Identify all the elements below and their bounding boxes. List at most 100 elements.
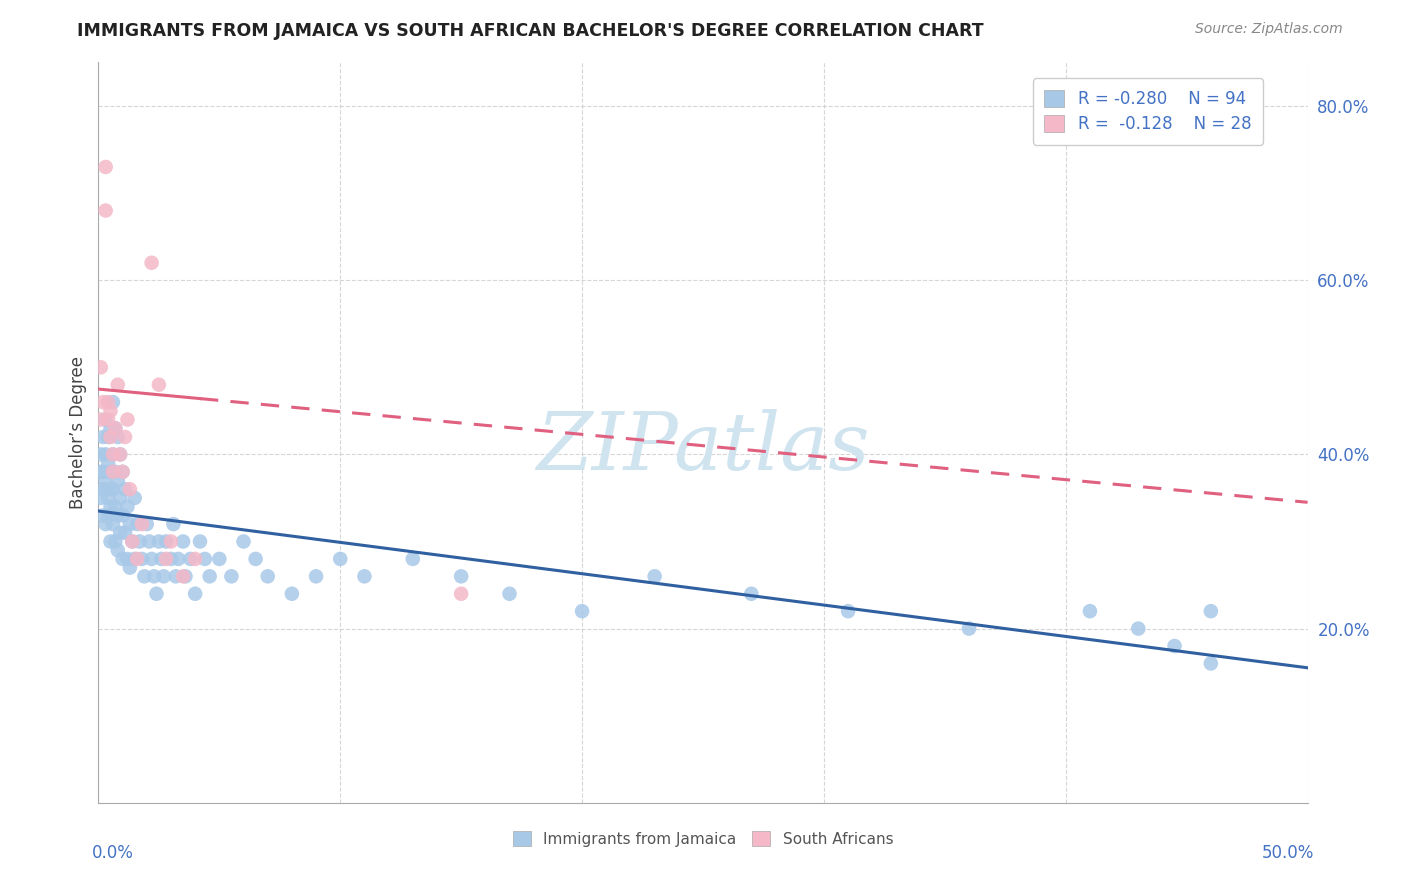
Point: [167, 552, 190, 566]
Point: [184, 552, 207, 566]
Point: [101, 517, 124, 532]
Point: [91, 482, 114, 496]
Point: [131, 552, 153, 566]
Point: [94, 160, 117, 174]
Point: [571, 604, 593, 618]
Point: [124, 491, 146, 505]
Point: [104, 465, 127, 479]
Point: [245, 552, 267, 566]
Point: [121, 534, 143, 549]
Text: IMMIGRANTS FROM JAMAICA VS SOUTH AFRICAN BACHELOR'S DEGREE CORRELATION CHART: IMMIGRANTS FROM JAMAICA VS SOUTH AFRICAN…: [77, 22, 984, 40]
Point: [97, 395, 120, 409]
Point: [111, 465, 134, 479]
Point: [100, 500, 122, 514]
Point: [90, 447, 112, 461]
Point: [100, 482, 122, 496]
Point: [101, 447, 124, 461]
Point: [108, 525, 131, 540]
Point: [305, 569, 328, 583]
Point: [329, 552, 352, 566]
Point: [160, 552, 183, 566]
Point: [97, 508, 120, 523]
Point: [141, 256, 163, 270]
Point: [127, 517, 149, 532]
Point: [152, 569, 174, 583]
Point: [450, 569, 472, 583]
Point: [160, 534, 183, 549]
Point: [1199, 657, 1222, 671]
Text: ZIPatlas: ZIPatlas: [536, 409, 870, 486]
Point: [104, 534, 127, 549]
Point: [134, 569, 156, 583]
Point: [100, 421, 122, 435]
Point: [117, 552, 139, 566]
Point: [108, 491, 131, 505]
Point: [148, 377, 170, 392]
Point: [179, 552, 201, 566]
Point: [1199, 604, 1222, 618]
Point: [97, 491, 120, 505]
Point: [94, 474, 117, 488]
Point: [138, 534, 160, 549]
Point: [150, 552, 173, 566]
Point: [114, 482, 136, 496]
Point: [111, 465, 134, 479]
Point: [184, 587, 207, 601]
Point: [118, 560, 141, 574]
Point: [450, 587, 472, 601]
Point: [90, 465, 112, 479]
Point: [740, 587, 762, 601]
Point: [172, 534, 194, 549]
Point: [141, 552, 163, 566]
Point: [498, 587, 520, 601]
Point: [101, 465, 124, 479]
Point: [100, 404, 122, 418]
Point: [101, 482, 124, 496]
Point: [124, 552, 146, 566]
Point: [101, 447, 124, 461]
Point: [111, 508, 134, 523]
Point: [91, 508, 114, 523]
Point: [1078, 604, 1101, 618]
Point: [155, 534, 177, 549]
Point: [281, 587, 304, 601]
Point: [118, 482, 141, 496]
Point: [143, 569, 166, 583]
Point: [1128, 622, 1150, 636]
Point: [91, 465, 114, 479]
Point: [90, 412, 112, 426]
Point: [94, 482, 117, 496]
Point: [114, 525, 136, 540]
Point: [256, 569, 278, 583]
Point: [402, 552, 425, 566]
Text: Source: ZipAtlas.com: Source: ZipAtlas.com: [1195, 22, 1343, 37]
Point: [94, 447, 117, 461]
Point: [194, 552, 217, 566]
Point: [837, 604, 859, 618]
Point: [117, 412, 139, 426]
Text: 0.0%: 0.0%: [93, 844, 134, 862]
Point: [90, 491, 112, 505]
Point: [90, 360, 112, 375]
Point: [108, 447, 131, 461]
Point: [94, 412, 117, 426]
Point: [104, 500, 127, 514]
Point: [1163, 639, 1185, 653]
Point: [135, 517, 157, 532]
Point: [101, 395, 124, 409]
Point: [94, 517, 117, 532]
Point: [162, 517, 184, 532]
Point: [128, 534, 150, 549]
Point: [121, 534, 143, 549]
Point: [107, 430, 129, 444]
Point: [131, 517, 153, 532]
Point: [107, 474, 129, 488]
Point: [107, 377, 129, 392]
Point: [94, 203, 117, 218]
Point: [644, 569, 666, 583]
Point: [232, 534, 254, 549]
Point: [198, 569, 221, 583]
Point: [148, 534, 170, 549]
Point: [353, 569, 375, 583]
Point: [100, 465, 122, 479]
